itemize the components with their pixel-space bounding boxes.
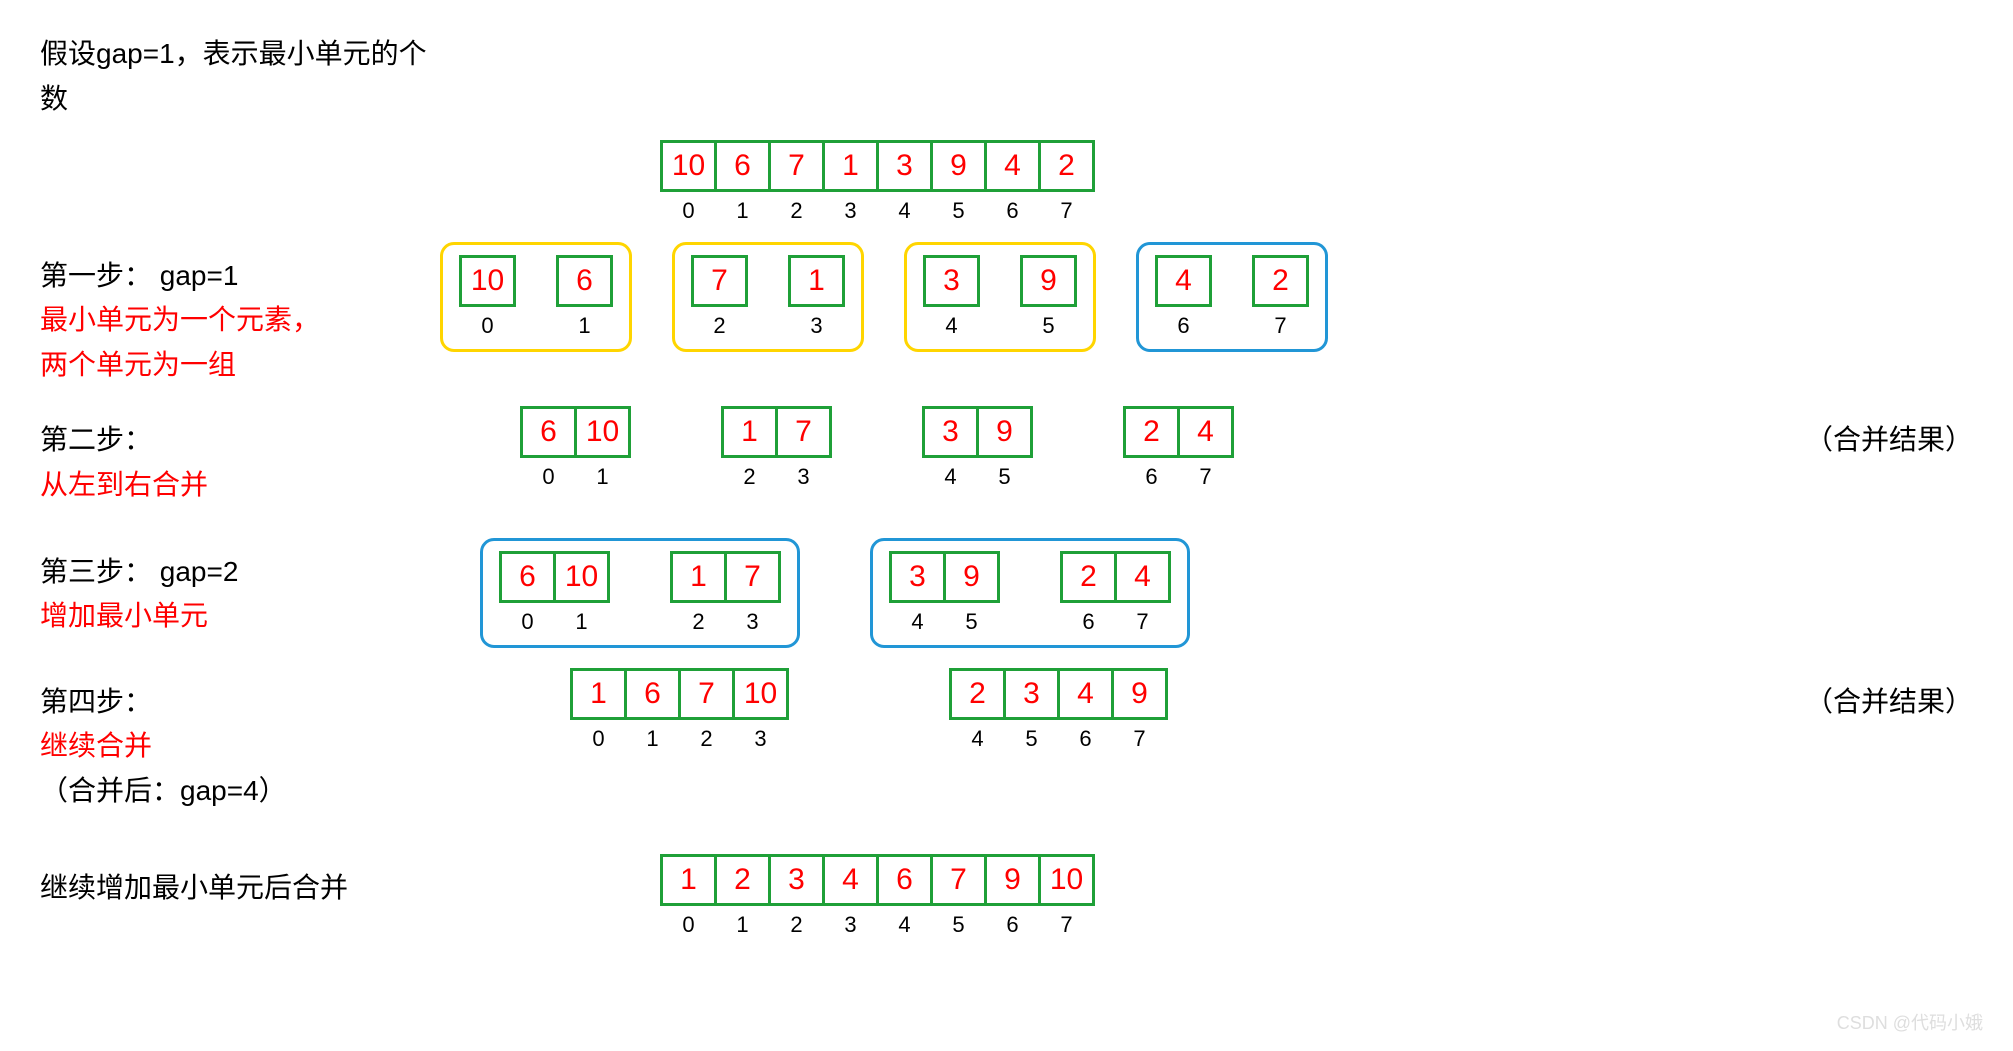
array-cell: 10 [1038, 854, 1095, 906]
array-cell: 3 [768, 854, 825, 906]
group-box: 46 27 [1136, 242, 1328, 352]
step1-sub: 最小单元为一个元素， 两个单元为一组 [40, 298, 440, 388]
array-cell: 2 [949, 668, 1006, 720]
group-box: 72 13 [672, 242, 864, 352]
array-cell: 1 [822, 140, 879, 192]
array-cell: 7 [678, 668, 735, 720]
merged-pair: 2467 [1123, 406, 1234, 490]
merged-pair: 3945 [922, 406, 1033, 490]
array-cell: 6 [714, 140, 771, 192]
step4-sub: 继续合并 [40, 724, 440, 769]
array-cell: 61 [556, 255, 613, 339]
array-cell: 9 [984, 854, 1041, 906]
array-cell: 72 [691, 255, 748, 339]
array-cell: 7 [930, 854, 987, 906]
step1-groups: 100 61 72 13 34 95 46 27 [440, 242, 1973, 352]
array-cell: 9 [1111, 668, 1168, 720]
array-cell: 34 [923, 255, 980, 339]
step3-sub: 增加最小单元 [40, 594, 440, 639]
array-cell: 46 [1155, 255, 1212, 339]
array-cell: 4 [984, 140, 1041, 192]
array-cell: 2 [1038, 140, 1095, 192]
watermark: CSDN @代码小娥 [1837, 1009, 1983, 1035]
array-cell: 4 [822, 854, 879, 906]
step1-label: 第一步： gap=1 [40, 254, 440, 299]
merged-pair: 61001 [520, 406, 631, 490]
final-array: 12346791001234567 [660, 854, 1095, 938]
array-cell: 2 [714, 854, 771, 906]
step4-result: （合并结果） [1805, 668, 1973, 720]
merged-block: 167100123 [570, 668, 789, 752]
step3-groups: 610011723 39452467 [440, 538, 1973, 648]
array-cell: 10 [660, 140, 717, 192]
array-cell: 6 [624, 668, 681, 720]
step4-extra: （合并后：gap=4） [40, 769, 440, 814]
array-cell: 4 [1057, 668, 1114, 720]
group-box: 610011723 [480, 538, 800, 648]
step3-label: 第三步： gap=2 [40, 550, 440, 595]
array-cell: 9 [930, 140, 987, 192]
group-box: 39452467 [870, 538, 1190, 648]
title-text: 假设gap=1，表示最小单元的个数 [40, 32, 440, 122]
array-cell: 7 [768, 140, 825, 192]
step2-pairs: 61001 1723 3945 2467 [440, 406, 1765, 490]
array-cell: 95 [1020, 255, 1077, 339]
merged-pair: 1723 [721, 406, 832, 490]
array-cell: 100 [459, 255, 516, 339]
merged-block: 23494567 [949, 668, 1168, 752]
group-box: 100 61 [440, 242, 632, 352]
array-cell: 27 [1252, 255, 1309, 339]
step2-label: 第二步： [40, 418, 440, 463]
initial-array: 10671394201234567 [660, 140, 1095, 224]
array-cell: 6 [876, 854, 933, 906]
array-cell: 13 [788, 255, 845, 339]
array-cell: 1 [570, 668, 627, 720]
array-cell: 10 [732, 668, 789, 720]
step2-result: （合并结果） [1805, 406, 1973, 458]
array-cell: 3 [1003, 668, 1060, 720]
group-box: 34 95 [904, 242, 1096, 352]
step2-sub: 从左到右合并 [40, 463, 440, 508]
array-cell: 3 [876, 140, 933, 192]
final-label: 继续增加最小单元后合并 [40, 866, 540, 911]
array-cell: 1 [660, 854, 717, 906]
step4-blocks: 167100123 23494567 [440, 668, 1765, 752]
step4-label: 第四步： [40, 680, 440, 725]
